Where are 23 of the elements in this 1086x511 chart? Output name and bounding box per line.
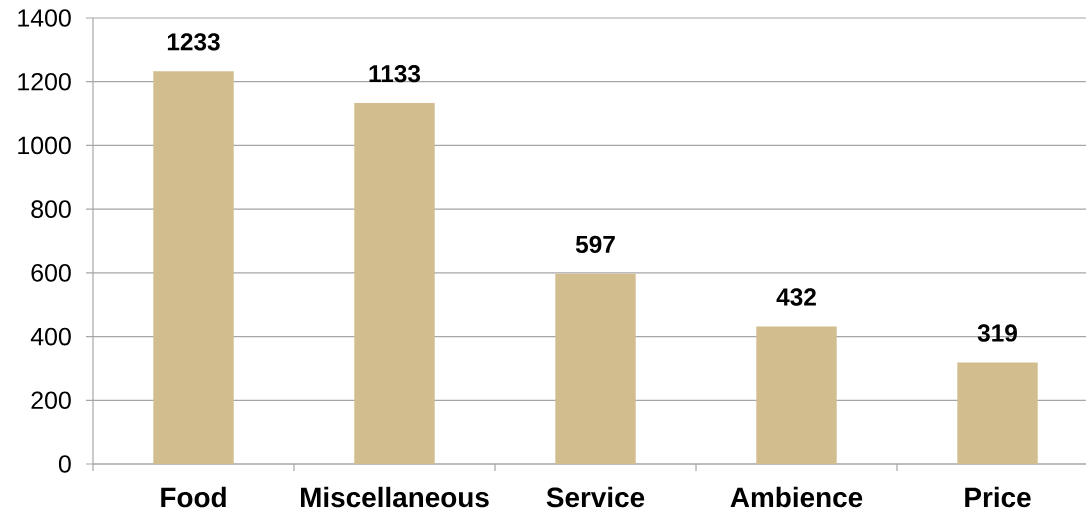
- y-tick-label: 1000: [18, 136, 71, 155]
- x-tick-label: Miscellaneous: [301, 486, 489, 508]
- x-tick-label: Price: [965, 486, 1031, 508]
- bar: [555, 273, 636, 464]
- y-tick-label: 1200: [18, 72, 71, 91]
- y-tick-label: 0: [58, 455, 71, 473]
- x-tick-label: Ambience: [730, 486, 863, 508]
- y-tick-label: 400: [30, 327, 71, 346]
- bar: [756, 326, 837, 464]
- data-label: 432: [776, 288, 816, 306]
- data-label: 319: [977, 324, 1017, 342]
- y-tick-label: 200: [31, 391, 71, 410]
- y-tick-label: 600: [31, 264, 71, 282]
- data-label: 1233: [167, 33, 220, 51]
- data-label: 1133: [369, 65, 421, 83]
- data-label: 597: [575, 235, 615, 254]
- bar: [957, 362, 1038, 464]
- x-tick-label: Service: [546, 486, 645, 508]
- x-tick-label: Food: [161, 486, 226, 508]
- bar: [153, 71, 234, 464]
- y-tick-label: 1400: [18, 9, 71, 27]
- bar: [354, 103, 435, 464]
- y-tick-label: 800: [31, 200, 71, 218]
